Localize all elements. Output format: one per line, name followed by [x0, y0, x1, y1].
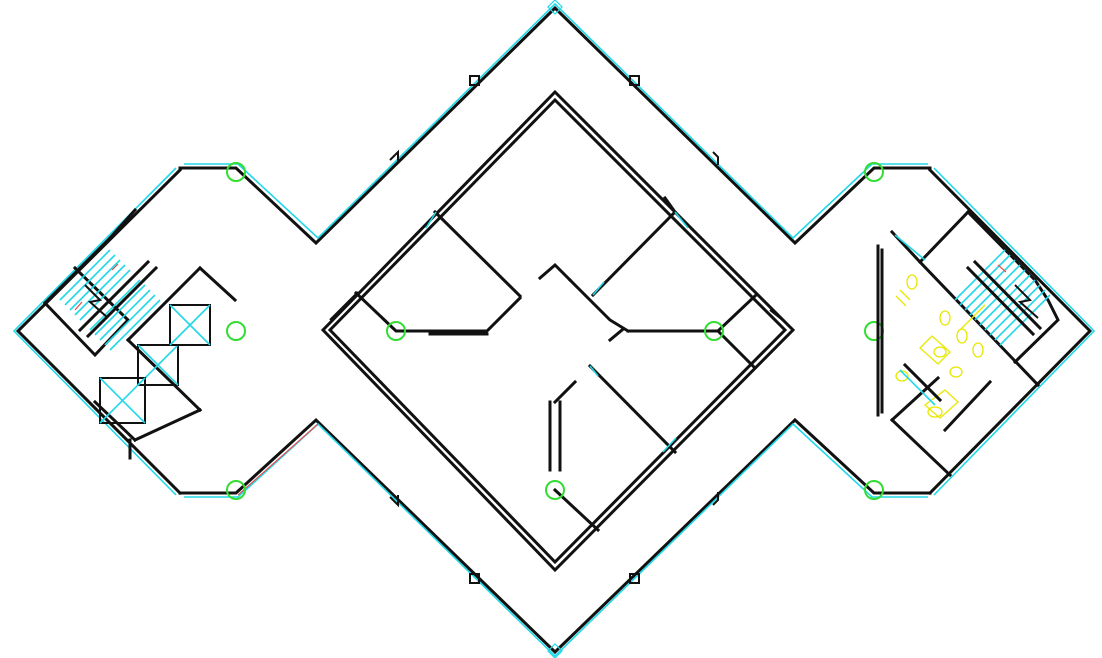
left-service-core [12, 167, 238, 496]
envelope-columns [389, 0, 719, 658]
column-markers [226, 162, 884, 500]
right-service-core [876, 167, 1096, 496]
elevator-cab-symbol [99, 304, 211, 424]
stair-symbol [954, 249, 1051, 346]
central-diamond [320, 89, 796, 573]
toilet-fixture-symbol [894, 234, 986, 419]
stair-symbol [59, 249, 161, 351]
